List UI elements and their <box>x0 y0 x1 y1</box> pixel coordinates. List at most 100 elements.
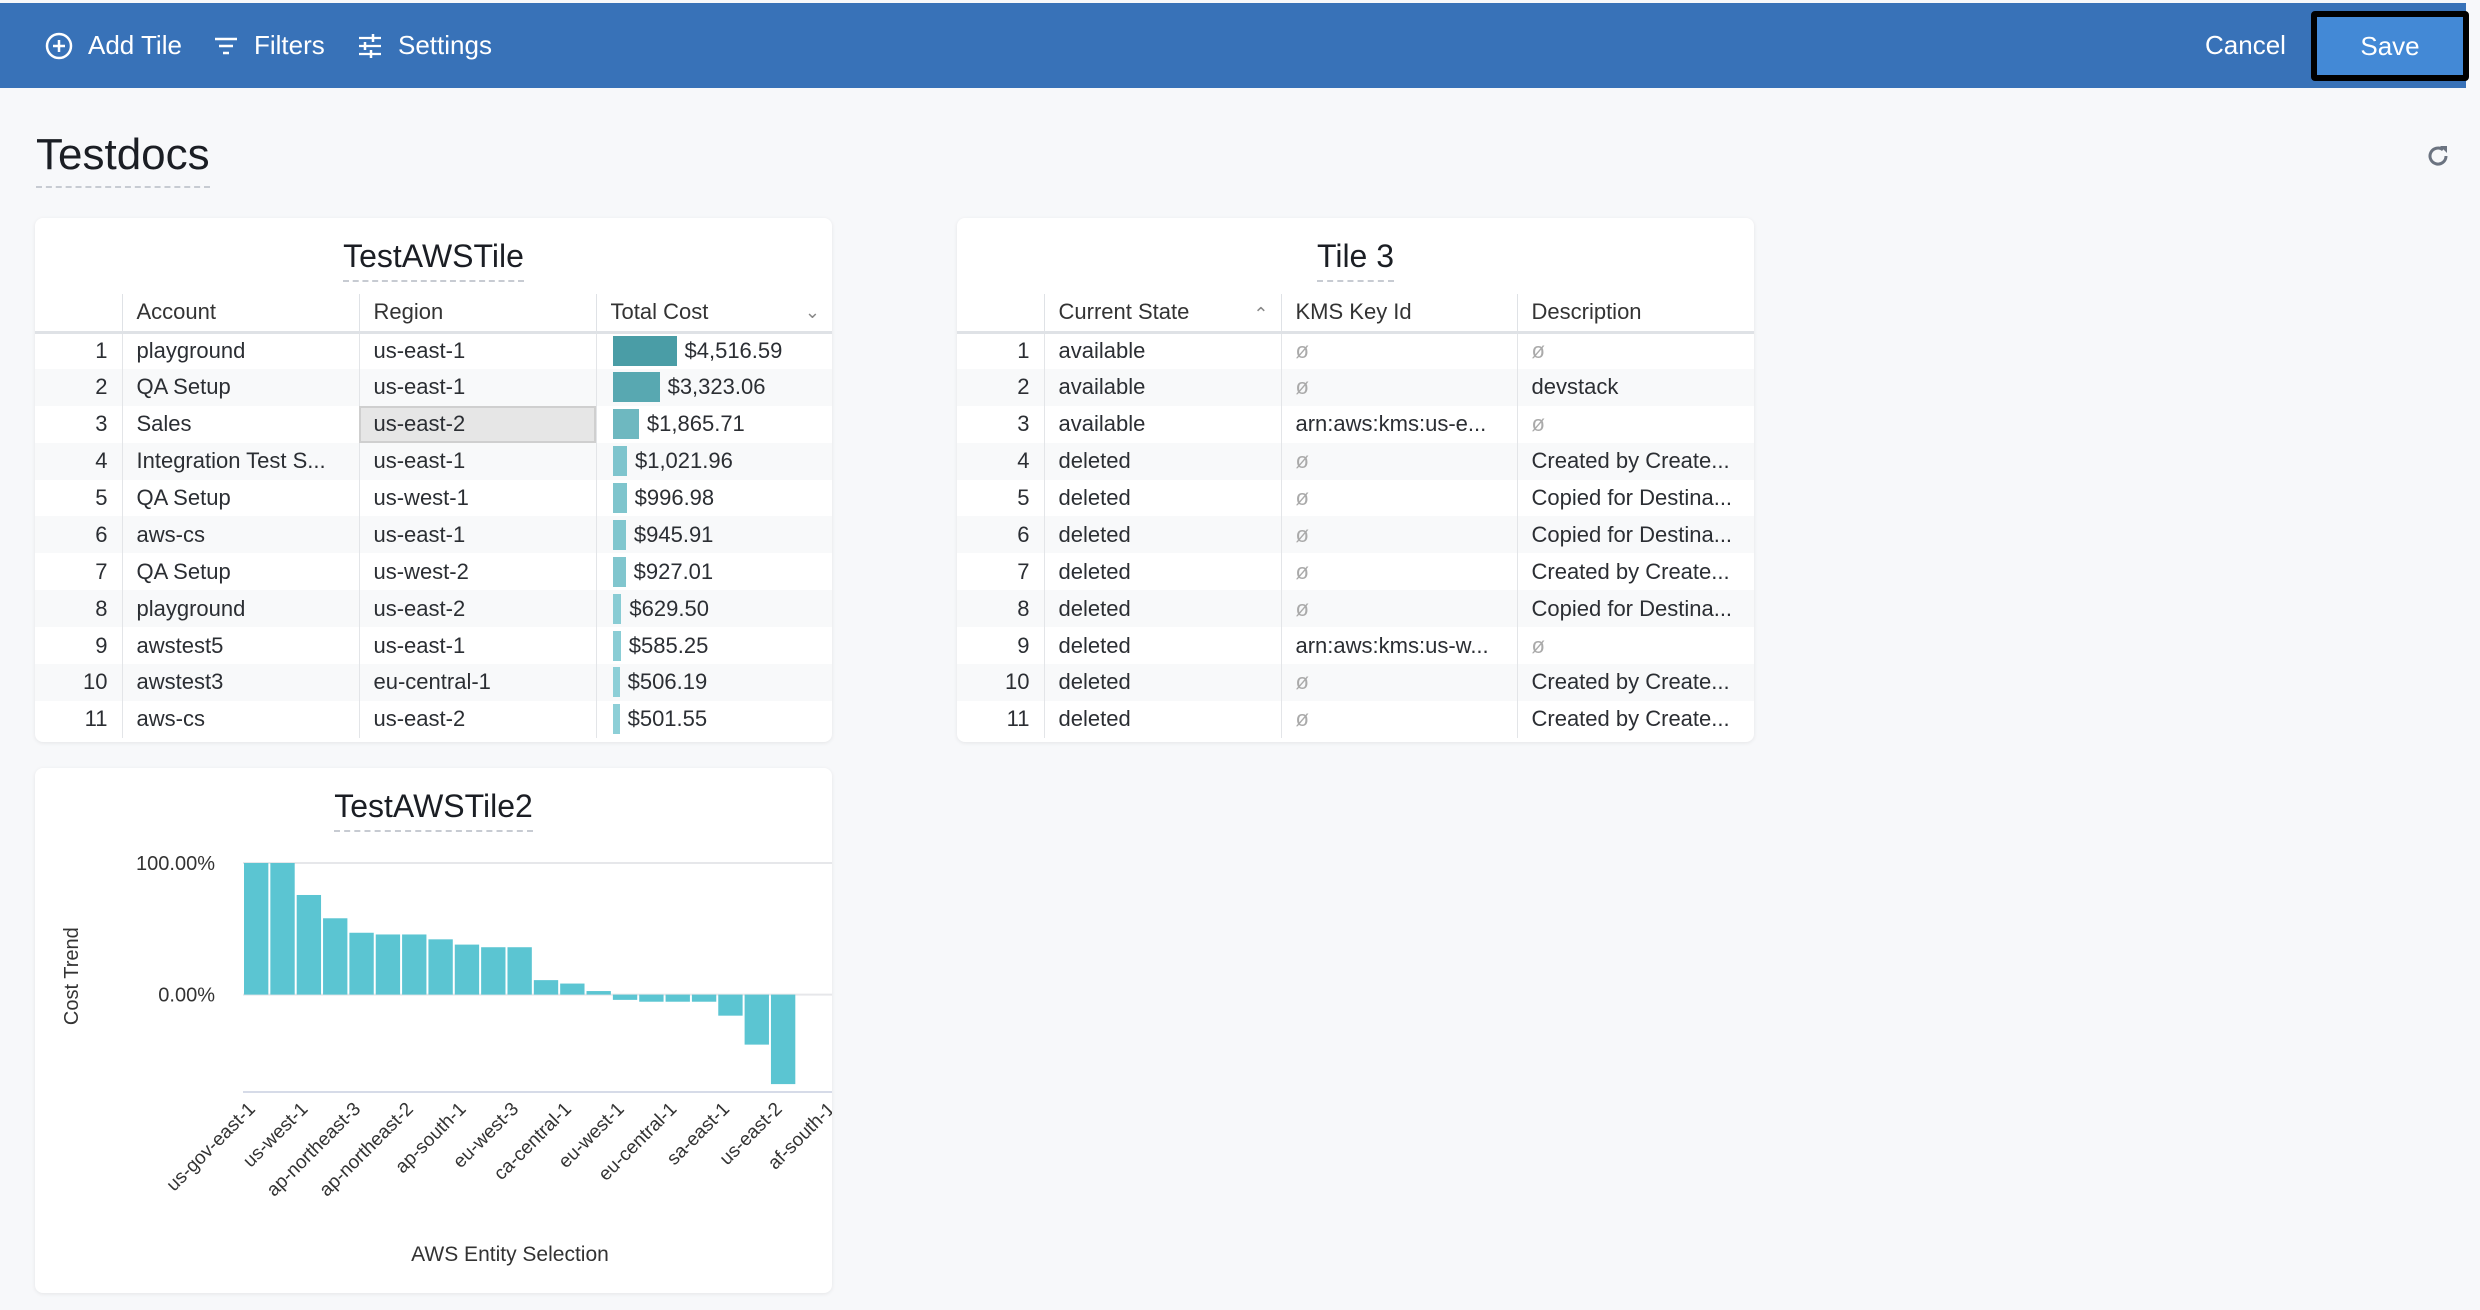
bar[interactable] <box>665 994 690 1002</box>
region-cell[interactable]: us-east-1 <box>358 442 596 480</box>
table-row[interactable]: 2 available ø devstack <box>957 368 1754 406</box>
current-state-cell[interactable]: deleted <box>1043 516 1281 554</box>
table-row[interactable]: 11 deleted ø Created by Create... <box>957 700 1754 738</box>
bar[interactable] <box>375 934 401 995</box>
bar[interactable] <box>507 947 532 995</box>
current-state-cell[interactable]: deleted <box>1043 700 1281 738</box>
region-cell[interactable]: us-east-1 <box>358 332 596 369</box>
settings-button[interactable]: Settings <box>356 3 492 88</box>
table-row[interactable]: 6 aws-cs us-east-1 $945.91 <box>35 516 832 554</box>
column-header-total-cost[interactable]: Total Cost ⌄ <box>595 294 832 334</box>
bar[interactable] <box>481 947 506 995</box>
table-row[interactable]: 4 Integration Test S... us-east-1 $1,021.96 <box>35 442 832 480</box>
description-cell[interactable]: Created by Create... <box>1516 664 1754 701</box>
column-header-description[interactable]: Description <box>1516 294 1754 334</box>
description-cell[interactable]: ø <box>1516 405 1754 443</box>
bar[interactable] <box>770 994 796 1085</box>
region-cell[interactable]: us-east-2 <box>358 405 596 443</box>
page-title[interactable]: Testdocs <box>36 130 210 188</box>
table-row[interactable]: 6 deleted ø Copied for Destina... <box>957 516 1754 554</box>
region-cell[interactable]: us-west-1 <box>358 479 596 517</box>
table-row[interactable]: 3 available arn:aws:kms:us-e... ø <box>957 405 1754 443</box>
kms-key-id-cell[interactable]: ø <box>1280 553 1517 591</box>
account-cell[interactable]: playground <box>121 332 359 369</box>
current-state-cell[interactable]: deleted <box>1043 479 1281 517</box>
total-cost-cell[interactable]: $629.50 <box>595 590 832 628</box>
region-cell[interactable]: us-east-1 <box>358 627 596 665</box>
total-cost-cell[interactable]: $1,021.96 <box>595 442 832 480</box>
table-row[interactable]: 4 deleted ø Created by Create... <box>957 442 1754 480</box>
tile-title[interactable]: TestAWSTile <box>343 238 524 282</box>
current-state-cell[interactable]: deleted <box>1043 553 1281 591</box>
bar[interactable] <box>428 939 453 995</box>
bar[interactable] <box>718 994 743 1016</box>
region-cell[interactable]: eu-central-1 <box>358 664 596 701</box>
total-cost-cell[interactable]: $1,865.71 <box>595 405 832 443</box>
current-state-cell[interactable]: deleted <box>1043 664 1281 701</box>
total-cost-cell[interactable]: $4,516.59 <box>595 332 832 369</box>
table-row[interactable]: 7 QA Setup us-west-2 $927.01 <box>35 553 832 591</box>
bar[interactable] <box>454 944 480 995</box>
account-cell[interactable]: aws-cs <box>121 700 359 738</box>
kms-key-id-cell[interactable]: ø <box>1280 516 1517 554</box>
description-cell[interactable]: Created by Create... <box>1516 442 1754 480</box>
bar[interactable] <box>612 994 638 1000</box>
bar[interactable] <box>296 894 322 995</box>
account-cell[interactable]: playground <box>121 590 359 628</box>
table-row[interactable]: 5 deleted ø Copied for Destina... <box>957 479 1754 517</box>
table-row[interactable]: 10 deleted ø Created by Create... <box>957 664 1754 701</box>
description-cell[interactable]: ø <box>1516 627 1754 665</box>
add-tile-button[interactable]: Add Tile <box>44 3 182 88</box>
kms-key-id-cell[interactable]: ø <box>1280 700 1517 738</box>
description-cell[interactable]: Copied for Destina... <box>1516 590 1754 628</box>
account-cell[interactable]: aws-cs <box>121 516 359 554</box>
table-row[interactable]: 1 available ø ø <box>957 332 1754 369</box>
description-cell[interactable]: Copied for Destina... <box>1516 479 1754 517</box>
table-row[interactable]: 8 playground us-east-2 $629.50 <box>35 590 832 628</box>
account-cell[interactable]: QA Setup <box>121 553 359 591</box>
total-cost-cell[interactable]: $945.91 <box>595 516 832 554</box>
account-cell[interactable]: awstest5 <box>121 627 359 665</box>
description-cell[interactable]: ø <box>1516 332 1754 369</box>
table-row[interactable]: 2 QA Setup us-east-1 $3,323.06 <box>35 368 832 406</box>
kms-key-id-cell[interactable]: ø <box>1280 664 1517 701</box>
save-button[interactable]: Save <box>2311 11 2469 81</box>
account-cell[interactable]: QA Setup <box>121 368 359 406</box>
account-cell[interactable]: awstest3 <box>121 664 359 701</box>
bar[interactable] <box>639 994 664 1002</box>
table-row[interactable]: 11 aws-cs us-east-2 $501.55 <box>35 700 832 738</box>
table-row[interactable]: 5 QA Setup us-west-1 $996.98 <box>35 479 832 517</box>
tile-title[interactable]: Tile 3 <box>1316 238 1395 282</box>
total-cost-cell[interactable]: $996.98 <box>595 479 832 517</box>
sort-ascending-icon[interactable]: ⌃ <box>1253 304 1269 324</box>
bar[interactable] <box>270 863 295 995</box>
bar[interactable] <box>533 980 559 995</box>
bar[interactable] <box>586 991 611 995</box>
column-header-account[interactable]: Account <box>121 294 359 334</box>
current-state-cell[interactable]: available <box>1043 368 1281 406</box>
tile-title[interactable]: TestAWSTile2 <box>334 788 533 832</box>
total-cost-cell[interactable]: $585.25 <box>595 627 832 665</box>
region-cell[interactable]: us-east-1 <box>358 368 596 406</box>
bar[interactable] <box>402 934 427 995</box>
table-row[interactable]: 9 deleted arn:aws:kms:us-w... ø <box>957 627 1754 665</box>
column-header-region[interactable]: Region <box>358 294 596 334</box>
bar[interactable] <box>560 983 585 995</box>
total-cost-cell[interactable]: $927.01 <box>595 553 832 591</box>
description-cell[interactable]: Created by Create... <box>1516 700 1754 738</box>
region-cell[interactable]: us-west-2 <box>358 553 596 591</box>
kms-key-id-cell[interactable]: ø <box>1280 442 1517 480</box>
current-state-cell[interactable]: available <box>1043 405 1281 443</box>
sort-descending-icon[interactable]: ⌄ <box>804 302 820 322</box>
account-cell[interactable]: Integration Test S... <box>121 442 359 480</box>
bar[interactable] <box>691 994 717 1002</box>
bar[interactable] <box>744 994 769 1045</box>
current-state-cell[interactable]: deleted <box>1043 442 1281 480</box>
current-state-cell[interactable]: available <box>1043 332 1281 369</box>
column-header-kms-key-id[interactable]: KMS Key Id <box>1280 294 1517 334</box>
filters-button[interactable]: Filters <box>212 3 325 88</box>
account-cell[interactable]: Sales <box>121 405 359 443</box>
region-cell[interactable]: us-east-2 <box>358 590 596 628</box>
kms-key-id-cell[interactable]: ø <box>1280 332 1517 369</box>
column-header-current-state[interactable]: Current State ⌃ <box>1043 294 1281 334</box>
